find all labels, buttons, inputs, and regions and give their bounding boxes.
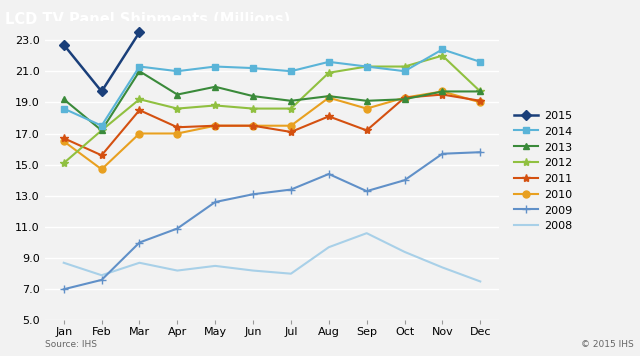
2013 [173, 93, 181, 97]
2013 [363, 99, 371, 103]
2009 [287, 188, 295, 192]
2009 [173, 226, 181, 231]
Text: © 2015 IHS: © 2015 IHS [581, 340, 634, 349]
2009 [60, 287, 68, 291]
2014 [401, 69, 408, 73]
2013 [98, 128, 106, 132]
2011 [60, 136, 68, 140]
2009 [211, 200, 219, 204]
2014 [438, 47, 446, 52]
2011 [438, 93, 446, 97]
2013 [287, 99, 295, 103]
2010 [363, 106, 371, 111]
2013 [60, 97, 68, 101]
2008 [60, 261, 68, 265]
Legend: 2015, 2014, 2013, 2012, 2011, 2010, 2009, 2008: 2015, 2014, 2013, 2012, 2011, 2010, 2009… [514, 110, 572, 231]
2011 [401, 95, 408, 100]
2014 [60, 106, 68, 111]
2009 [401, 178, 408, 182]
2008 [173, 268, 181, 273]
2010 [325, 95, 333, 100]
2012 [401, 64, 408, 69]
2010 [287, 124, 295, 128]
2014 [287, 69, 295, 73]
2009 [325, 172, 333, 176]
Text: Source: IHS: Source: IHS [45, 340, 97, 349]
2010 [438, 89, 446, 94]
2008 [211, 264, 219, 268]
2010 [60, 139, 68, 143]
2009 [438, 152, 446, 156]
2012 [211, 103, 219, 108]
2008 [476, 279, 484, 284]
2008 [325, 245, 333, 249]
Text: LCD TV Panel Shipments (Millions): LCD TV Panel Shipments (Millions) [5, 12, 291, 27]
Line: 2012: 2012 [60, 52, 484, 167]
2011 [98, 153, 106, 157]
2012 [173, 106, 181, 111]
2014 [98, 124, 106, 128]
2011 [249, 124, 257, 128]
Line: 2010: 2010 [60, 88, 484, 173]
2008 [249, 268, 257, 273]
2015 [60, 43, 68, 47]
2012 [60, 161, 68, 165]
2010 [173, 131, 181, 136]
2013 [401, 97, 408, 101]
2010 [249, 124, 257, 128]
Line: 2009: 2009 [60, 148, 484, 293]
2012 [287, 106, 295, 111]
2013 [136, 69, 143, 73]
2014 [136, 64, 143, 69]
2014 [211, 64, 219, 69]
2010 [476, 100, 484, 105]
2014 [249, 66, 257, 70]
2011 [325, 114, 333, 119]
2011 [363, 128, 371, 132]
2012 [136, 97, 143, 101]
2012 [363, 64, 371, 69]
2011 [211, 124, 219, 128]
2010 [136, 131, 143, 136]
2015 [98, 89, 106, 94]
2011 [287, 130, 295, 134]
2014 [173, 69, 181, 73]
2009 [249, 192, 257, 197]
2010 [211, 124, 219, 128]
Line: 2011: 2011 [60, 90, 484, 159]
2015 [136, 30, 143, 35]
2009 [476, 150, 484, 155]
2008 [363, 231, 371, 235]
2012 [249, 106, 257, 111]
2009 [363, 189, 371, 193]
2008 [287, 272, 295, 276]
2008 [401, 250, 408, 254]
2011 [136, 108, 143, 112]
2010 [98, 167, 106, 172]
2013 [211, 85, 219, 89]
2009 [98, 278, 106, 282]
2008 [136, 261, 143, 265]
2012 [98, 128, 106, 132]
2014 [363, 64, 371, 69]
2014 [325, 60, 333, 64]
Line: 2013: 2013 [60, 68, 484, 134]
2013 [476, 89, 484, 94]
Line: 2015: 2015 [60, 29, 143, 95]
2009 [136, 240, 143, 245]
2013 [249, 94, 257, 98]
2012 [325, 70, 333, 75]
2010 [401, 95, 408, 100]
2012 [476, 89, 484, 94]
2013 [325, 94, 333, 98]
2014 [476, 60, 484, 64]
2012 [438, 53, 446, 58]
2011 [173, 125, 181, 130]
Line: 2008: 2008 [64, 233, 480, 282]
2013 [438, 89, 446, 94]
Line: 2014: 2014 [60, 46, 484, 129]
2011 [476, 99, 484, 103]
2008 [98, 273, 106, 277]
2008 [438, 265, 446, 269]
